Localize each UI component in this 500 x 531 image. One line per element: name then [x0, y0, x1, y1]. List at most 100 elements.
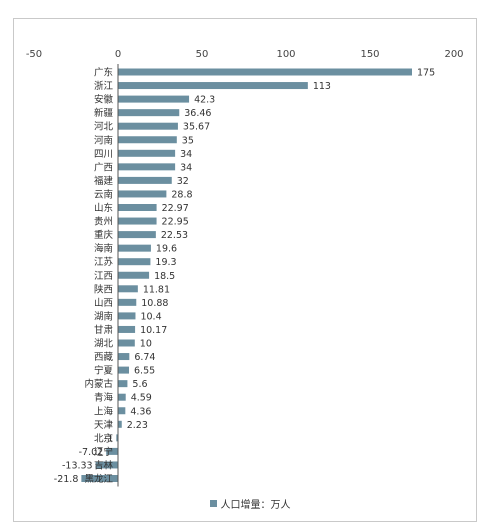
bar — [118, 82, 308, 90]
data-label: -21.8 — [54, 474, 79, 485]
data-label: -7.02 — [79, 447, 104, 458]
data-label: 6.55 — [134, 366, 155, 377]
category-label: 云南 — [94, 188, 113, 200]
data-label: 10.17 — [140, 325, 167, 336]
data-label: 113 — [313, 81, 331, 92]
category-label: 辽宁 — [94, 446, 113, 458]
category-label: 福建 — [94, 175, 114, 187]
bar — [118, 420, 122, 428]
category-label: 黑龙江 — [84, 473, 113, 485]
x-tick-label: 50 — [196, 49, 209, 60]
category-label: 天津 — [94, 420, 114, 431]
data-label: 22.97 — [162, 203, 189, 214]
x-tick-label: 100 — [276, 49, 295, 60]
category-label: 内蒙古 — [84, 378, 113, 390]
bar — [118, 312, 136, 320]
bar — [118, 231, 156, 239]
data-label: 10.88 — [141, 298, 168, 309]
bar — [118, 366, 130, 374]
data-label: 22.53 — [161, 230, 188, 241]
category-label: 吉林 — [94, 459, 114, 471]
category-label: 四川 — [94, 149, 113, 160]
category-label: 重庆 — [94, 229, 114, 241]
data-label: 11.81 — [143, 284, 170, 295]
legend: 人口增量：万人 — [0, 496, 500, 511]
category-label: 青海 — [94, 392, 114, 404]
bar — [118, 204, 157, 211]
category-label: 河南 — [94, 134, 113, 146]
bar — [81, 475, 118, 482]
bar — [118, 407, 126, 415]
bar — [118, 325, 136, 333]
bar — [116, 434, 118, 442]
data-label: 10.4 — [140, 311, 161, 322]
data-label: 6.74 — [134, 352, 155, 363]
data-label: 19.3 — [155, 257, 176, 268]
category-label: 广西 — [94, 161, 113, 173]
category-label: 安徽 — [94, 94, 114, 106]
x-tick-label: -50 — [26, 49, 42, 60]
data-label: 36.46 — [184, 108, 211, 119]
legend-swatch — [209, 500, 217, 507]
data-label: 4.59 — [131, 393, 152, 404]
bar — [118, 271, 150, 279]
bar — [118, 258, 151, 266]
data-label: 175 — [417, 68, 435, 79]
category-label: 湖南 — [94, 310, 113, 322]
data-label: 42.3 — [194, 95, 215, 106]
data-label: 10 — [140, 339, 152, 350]
bar — [118, 285, 138, 293]
data-label: 22.95 — [162, 217, 189, 228]
category-label: 宁夏 — [94, 365, 114, 377]
bar — [118, 136, 177, 144]
category-label: 浙江 — [94, 80, 114, 92]
bar — [118, 109, 180, 117]
data-label: 18.5 — [154, 271, 175, 282]
data-label: 34 — [180, 162, 192, 173]
data-label: 32 — [177, 176, 189, 187]
bar — [95, 461, 118, 469]
category-label: 山西 — [94, 298, 113, 309]
bar — [118, 149, 176, 157]
data-label: -13.33 — [62, 460, 93, 471]
data-label: 5.6 — [132, 379, 147, 390]
category-label: 西藏 — [94, 351, 114, 363]
category-label: 贵州 — [94, 216, 113, 228]
category-label: 山东 — [94, 202, 113, 214]
category-label: 陕西 — [94, 283, 113, 295]
chart-frame — [13, 18, 477, 522]
bar — [118, 190, 167, 198]
data-label: 34 — [180, 149, 192, 160]
data-label: 28.8 — [171, 189, 192, 200]
data-label: 4.36 — [130, 406, 151, 417]
x-tick-label: 200 — [444, 49, 463, 60]
bar — [118, 122, 178, 130]
category-label: 湖北 — [94, 339, 114, 350]
bar — [118, 163, 176, 171]
bar — [118, 68, 412, 76]
bar — [118, 380, 128, 388]
bar — [118, 298, 137, 306]
bar — [118, 353, 130, 361]
bar — [118, 95, 190, 103]
data-label: 19.6 — [156, 244, 177, 255]
category-label: 甘肃 — [94, 324, 113, 336]
bar — [118, 244, 151, 252]
bar — [118, 176, 172, 184]
x-tick-label: 0 — [115, 49, 121, 60]
category-label: 河北 — [94, 121, 114, 133]
data-label: -1 — [104, 433, 113, 444]
category-label: 江西 — [94, 271, 113, 282]
category-label: 海南 — [94, 243, 113, 255]
legend-label: 人口增量：万人 — [220, 500, 291, 511]
category-label: 新疆 — [94, 107, 114, 119]
category-label: 北京 — [94, 432, 113, 444]
data-label: 35.67 — [183, 122, 210, 133]
bar — [118, 339, 135, 347]
category-label: 广东 — [94, 67, 113, 79]
category-label: 上海 — [94, 405, 114, 417]
category-label: 江苏 — [94, 256, 114, 268]
bar — [118, 217, 157, 225]
data-label: 35 — [182, 135, 194, 146]
